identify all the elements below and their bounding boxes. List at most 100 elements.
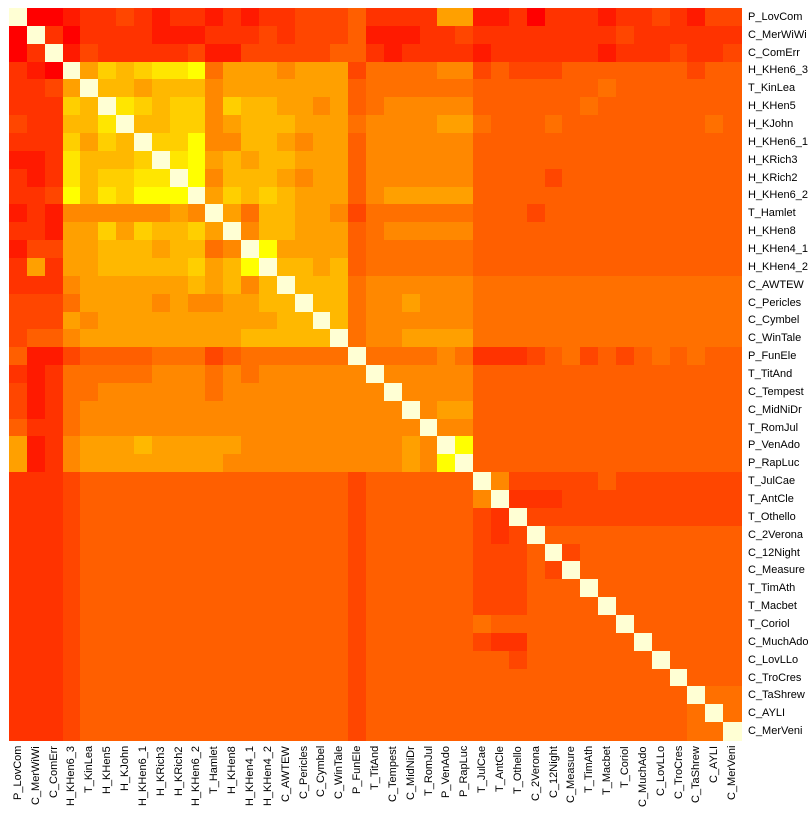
heatmap-cell (258, 204, 278, 223)
heatmap-cell (491, 25, 510, 45)
row-label: H_KRich2 (748, 171, 798, 184)
heatmap-cell (9, 454, 28, 473)
heatmap-cell (9, 347, 28, 366)
heatmap-cell (383, 222, 403, 241)
heatmap-cell (312, 454, 331, 473)
heatmap-cell (98, 650, 117, 670)
heatmap-cell (687, 597, 706, 616)
heatmap-cell (330, 418, 349, 438)
heatmap-cell (9, 382, 28, 402)
heatmap-cell (98, 400, 117, 420)
row-label: H_KHen5 (748, 100, 796, 113)
heatmap-cell (348, 418, 367, 438)
heatmap-cell (116, 365, 135, 384)
heatmap-cell (44, 8, 64, 27)
heatmap-cell (669, 507, 689, 527)
heatmap-cell (383, 168, 403, 188)
heatmap-cell (544, 615, 564, 634)
heatmap-cell (151, 632, 171, 652)
heatmap-cell (526, 400, 546, 420)
heatmap-cell (348, 204, 367, 223)
heatmap-cell (437, 579, 456, 598)
heatmap-cell (508, 454, 528, 473)
heatmap-cell (98, 97, 117, 116)
heatmap-cell (330, 650, 349, 670)
heatmap-cell (187, 311, 206, 330)
heatmap-cell (348, 329, 367, 348)
heatmap-cell (383, 186, 403, 205)
heatmap-cell (330, 293, 349, 313)
heatmap-cell (151, 79, 171, 98)
row-label: H_KJohn (748, 118, 794, 131)
heatmap-cell (508, 168, 528, 188)
heatmap-cell (294, 293, 314, 313)
heatmap-cell (151, 615, 171, 634)
heatmap-cell (383, 8, 403, 27)
heatmap-cell (26, 168, 46, 188)
heatmap-cell (419, 686, 439, 705)
heatmap-cell (544, 329, 564, 348)
heatmap-cell (98, 632, 117, 652)
heatmap-cell (651, 400, 671, 420)
heatmap-cell (598, 275, 617, 295)
heatmap-cell (241, 525, 260, 545)
heatmap-cell (151, 43, 171, 63)
heatmap-cell (276, 365, 296, 384)
heatmap-cell (98, 543, 117, 563)
heatmap-cell (26, 418, 46, 438)
heatmap-cell (80, 222, 99, 241)
heatmap-cell (491, 418, 510, 438)
heatmap-cell (205, 8, 224, 27)
heatmap-cell (562, 240, 581, 259)
heatmap-cell (241, 8, 260, 27)
heatmap-cell (169, 490, 189, 509)
column-label: C_AWTEW (279, 746, 292, 802)
heatmap-cell (401, 632, 421, 652)
heatmap-cell (598, 97, 617, 116)
heatmap-cell (526, 632, 546, 652)
column-label: C_Measure (565, 746, 578, 803)
heatmap-cell (187, 257, 206, 277)
heatmap-cell (348, 400, 367, 420)
heatmap-cell (169, 329, 189, 348)
heatmap-cell (116, 115, 135, 134)
heatmap-cell (133, 25, 153, 45)
heatmap-cell (473, 543, 492, 563)
heatmap-cell (366, 490, 385, 509)
heatmap-cell (151, 222, 171, 241)
heatmap-cell (276, 168, 296, 188)
heatmap-cell (312, 507, 331, 527)
heatmap-cell (294, 543, 314, 563)
heatmap-cell (133, 704, 153, 723)
heatmap-cell (687, 543, 706, 563)
heatmap-cell (98, 382, 117, 402)
heatmap-cell (687, 650, 706, 670)
row-label: C_MerVeni (748, 725, 803, 738)
heatmap-cell (455, 722, 474, 741)
heatmap-cell (366, 704, 385, 723)
heatmap-cell (98, 365, 117, 384)
heatmap-cell (437, 150, 456, 170)
heatmap-cell (401, 490, 421, 509)
heatmap-cell (312, 115, 331, 134)
heatmap-cell (401, 704, 421, 723)
heatmap-cell (723, 8, 742, 27)
heatmap-cell (651, 722, 671, 741)
heatmap-cell (348, 43, 367, 63)
heatmap-cell (598, 347, 617, 366)
heatmap-cell (580, 222, 599, 241)
heatmap-cell (616, 382, 635, 402)
heatmap-cell (491, 61, 510, 80)
heatmap-cell (705, 597, 724, 616)
heatmap-cell (687, 25, 706, 45)
row-label: T_AntCle (748, 492, 794, 505)
heatmap-cell (98, 686, 117, 705)
row-label: C_Measure (748, 564, 805, 577)
heatmap-cell (26, 275, 46, 295)
heatmap-cell (187, 472, 206, 491)
heatmap-cell (312, 472, 331, 491)
heatmap-cell (419, 525, 439, 545)
heatmap-cell (526, 8, 546, 27)
heatmap-cell (26, 507, 46, 527)
heatmap-cell (80, 293, 99, 313)
